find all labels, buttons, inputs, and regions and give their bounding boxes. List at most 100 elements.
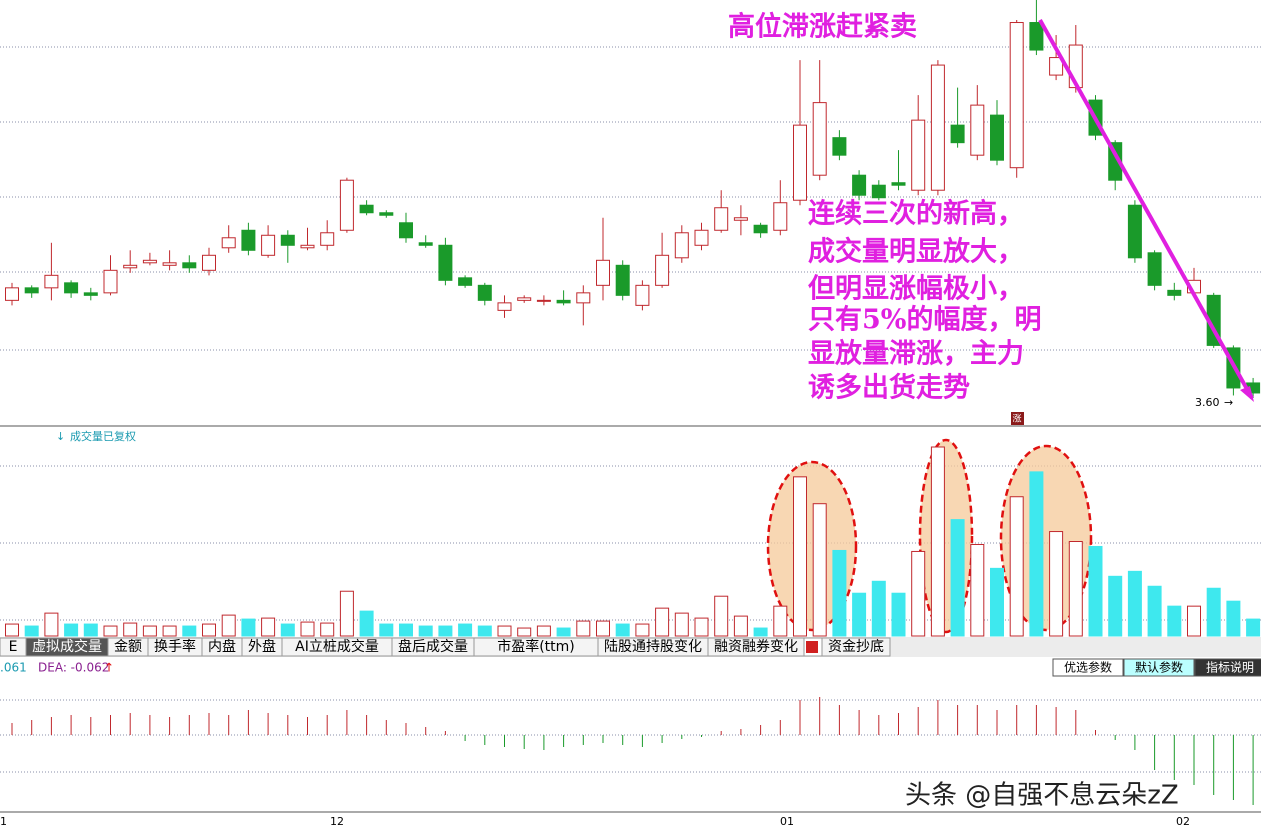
candle-body [694, 229, 709, 246]
candle-body [970, 104, 985, 156]
volume-bar [241, 618, 256, 637]
volume-bar [832, 549, 847, 637]
volume-bar [536, 625, 551, 637]
volume-bar [162, 625, 177, 637]
tab-box[interactable] [821, 637, 891, 657]
volume-bar [1226, 600, 1241, 637]
candle-body [5, 287, 19, 301]
candle-body [24, 287, 39, 294]
flag-box [1011, 412, 1024, 425]
volume-bar [674, 612, 689, 637]
tab[interactable]: 资金抄底 [828, 639, 884, 655]
volume-bar [261, 617, 276, 637]
volume-bar [142, 625, 157, 637]
button-label[interactable]: 优选参数 [1064, 660, 1112, 675]
candle-body [990, 114, 1004, 161]
candle-body [517, 297, 532, 301]
volume-bar [1167, 605, 1182, 637]
annotation: 显放量滞涨，主力 [808, 338, 1024, 370]
volume-bar [556, 627, 571, 637]
candle-body [615, 264, 630, 296]
button-label[interactable]: 指标说明 [1206, 660, 1254, 675]
volume-bar [1246, 618, 1261, 637]
tab[interactable]: 换手率 [154, 638, 196, 655]
candle-body [1049, 57, 1064, 76]
volume-bar [655, 607, 670, 637]
candle-body [871, 184, 886, 199]
volume-bar [930, 446, 945, 637]
volume-bar [1049, 531, 1064, 637]
volume-bar [753, 627, 768, 637]
candle-body [1009, 22, 1024, 169]
marker-arrow: → [1224, 396, 1233, 409]
volume-bar [1029, 471, 1044, 637]
candle-body [379, 212, 394, 216]
candle-body [950, 124, 965, 144]
volume-bar [1068, 541, 1083, 637]
volume-bar [596, 620, 610, 637]
tab[interactable]: 外盘 [248, 638, 276, 655]
candle-body [1147, 252, 1162, 286]
candle-body [142, 259, 157, 264]
volume-bar [24, 625, 39, 637]
candle-body [635, 284, 650, 306]
tab[interactable]: E [9, 639, 18, 655]
tab[interactable]: 市盈率(ttm) [497, 638, 575, 655]
price-marker: 3.60 [1195, 396, 1220, 409]
candle-body [674, 232, 689, 259]
tab[interactable]: AI立桩成交量 [295, 638, 379, 655]
candle-body [1167, 289, 1182, 296]
x-label: 02 [1176, 815, 1190, 828]
candle-body [103, 269, 118, 294]
annotation: 但明显涨幅极小， [808, 274, 1024, 305]
button[interactable] [1194, 658, 1261, 677]
volume-bar [44, 612, 59, 637]
volume-bar [773, 605, 788, 637]
volume-bar [733, 615, 748, 637]
candle-body [556, 299, 571, 304]
watermark: 头条 @自强不息云朵zZ [905, 781, 1179, 811]
candle-body [733, 217, 748, 221]
volume-bar [891, 592, 906, 637]
volume-bar [379, 623, 394, 637]
tab[interactable]: 陆股通持股变化 [604, 639, 702, 655]
tab[interactable]: 虚拟成交量 [32, 638, 102, 655]
tab[interactable]: 内盘 [208, 638, 236, 655]
volume-bar [871, 580, 886, 637]
volume-bar [221, 614, 236, 637]
volume-bar [1088, 545, 1103, 637]
volume-bar [517, 627, 532, 637]
volume-bar [399, 623, 413, 637]
button[interactable] [1052, 658, 1124, 677]
x-label: 01 [780, 815, 794, 828]
tab[interactable]: 金额 [114, 639, 142, 655]
volume-bar [5, 623, 19, 637]
candle-body [83, 292, 98, 296]
volume-bar [970, 543, 985, 637]
volume-bar [202, 623, 216, 637]
candle-body [536, 299, 551, 302]
dea: DEA: -0.062 [38, 661, 109, 675]
volume-bar [911, 550, 926, 637]
arrow-head [1240, 386, 1254, 402]
annotation: 连续三次的新高， [808, 198, 1024, 230]
candle-body [44, 274, 59, 289]
candle-body [300, 244, 315, 249]
volume-bar [339, 590, 354, 637]
candle-body [1029, 22, 1044, 51]
candle-body [399, 222, 413, 239]
volume-bar [793, 476, 807, 637]
arrow: ↓ [56, 430, 65, 443]
button[interactable] [1123, 658, 1195, 677]
annotation: 高位滞涨赶紧卖 [728, 11, 917, 43]
volume-bar [635, 623, 650, 637]
tab[interactable]: 融资融券变化 [714, 639, 798, 655]
button-label[interactable]: 默认参数 [1135, 660, 1183, 675]
volume-bar [1147, 585, 1162, 637]
buttons: 优选参数 默认参数 指标说明 [1052, 658, 1261, 677]
tab[interactable]: 盘后成交量 [398, 638, 468, 655]
annotation: 只有5%的幅度，明 [808, 304, 1041, 336]
candle-body [714, 207, 729, 231]
candle-body [812, 102, 827, 176]
